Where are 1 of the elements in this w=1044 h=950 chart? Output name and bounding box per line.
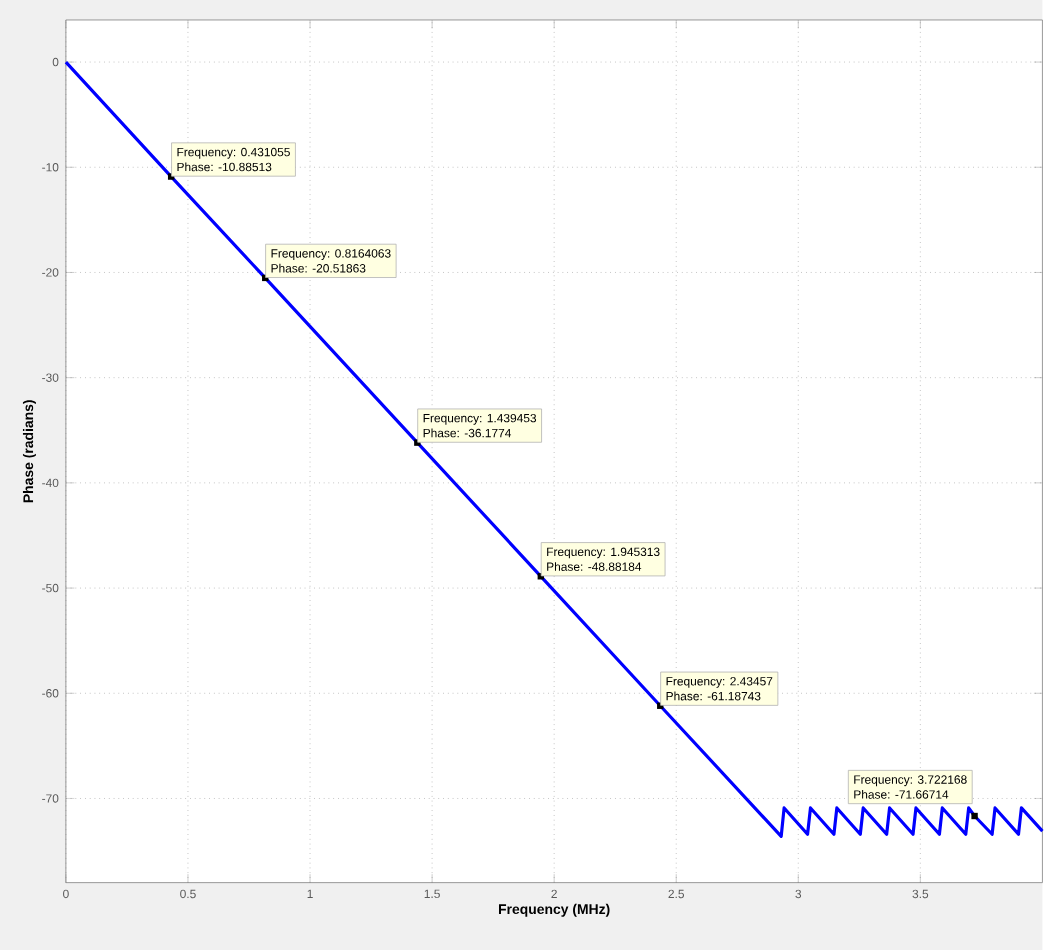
line-series bbox=[64, 60, 1044, 838]
